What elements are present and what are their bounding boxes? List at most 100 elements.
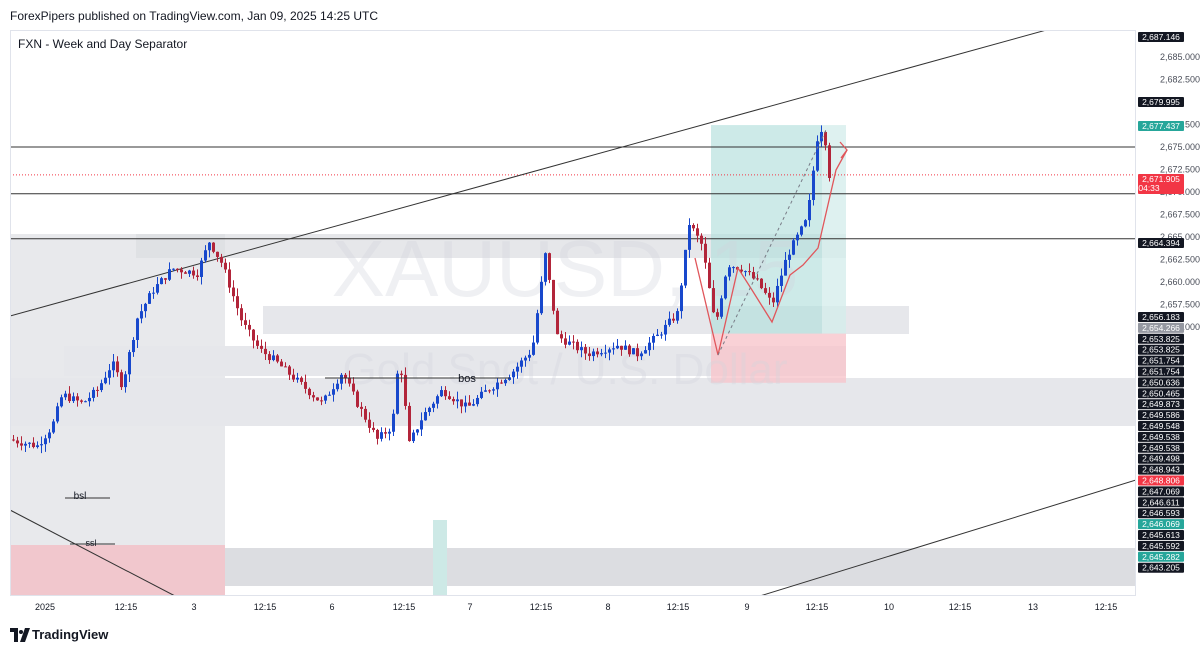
candle-body [800, 226, 803, 235]
candle-body [196, 275, 199, 277]
candle-body [88, 397, 91, 402]
candle [576, 339, 579, 354]
candle [196, 269, 199, 281]
candle [472, 399, 475, 407]
candle [544, 252, 547, 286]
candle [824, 130, 827, 151]
candle-body [116, 361, 119, 373]
candle [28, 442, 31, 448]
candle [200, 257, 203, 285]
price-label-badge: 2,645.282 [1138, 551, 1184, 562]
price-tick-label: 2,682.500 [1160, 75, 1200, 85]
candle [368, 412, 371, 433]
candle [592, 348, 595, 362]
candle [588, 347, 591, 361]
candle-body [776, 285, 779, 303]
candle-body [464, 402, 467, 407]
candle-body [76, 396, 79, 401]
candle-body [748, 271, 751, 273]
candle [436, 394, 439, 409]
time-tick-label: 9 [744, 602, 749, 612]
price-label-badge: 2,645.613 [1138, 530, 1184, 540]
candle-body [524, 357, 527, 361]
candle-body [688, 225, 691, 250]
chart-frame [10, 30, 1136, 596]
candle [692, 223, 695, 232]
trend-line [10, 509, 176, 596]
price-label-text: 2,671.905 [1142, 174, 1180, 184]
top-bar: ForexPipers published on TradingView.com… [0, 0, 1200, 30]
candle [556, 308, 559, 335]
price-label-bg [1138, 32, 1184, 42]
candle-body [752, 272, 755, 279]
candle-body [328, 394, 331, 396]
candle [24, 441, 27, 452]
candle-body [472, 404, 475, 406]
price-label-bg [1138, 366, 1184, 377]
candle [220, 253, 223, 268]
countdown-label: 04:33 [1138, 183, 1160, 193]
candle [312, 391, 315, 402]
candle [268, 351, 271, 364]
price-tick-label: 2,667.500 [1160, 210, 1200, 220]
price-label-text: 2,651.754 [1142, 367, 1180, 377]
candle [484, 384, 487, 392]
candle-body [804, 220, 807, 227]
ssl-label: ssl [86, 538, 97, 548]
candle [480, 386, 483, 400]
candle [724, 275, 727, 300]
candle [392, 409, 395, 437]
candle-body [392, 413, 395, 432]
candle-body [428, 407, 431, 413]
candle [352, 377, 355, 395]
candle [204, 245, 207, 263]
candle-body [48, 432, 51, 439]
price-label-bg [1138, 508, 1184, 519]
candle [308, 387, 311, 400]
candle-body [216, 251, 219, 257]
candle [460, 399, 463, 414]
price-label-bg [1138, 530, 1184, 540]
candle [316, 397, 319, 401]
candle [640, 351, 643, 361]
candle-body [268, 354, 271, 361]
candle-body [108, 370, 111, 378]
candle [20, 436, 23, 451]
candle-body [764, 288, 767, 293]
candle-body [496, 382, 499, 390]
candle [228, 262, 231, 293]
candle-body [760, 278, 763, 289]
candle-body [744, 271, 747, 273]
candle-body [784, 259, 787, 276]
candle [116, 356, 119, 377]
candle-body [340, 374, 343, 384]
bsl-label: bsl [74, 491, 87, 502]
candle [584, 344, 587, 360]
candle-body [572, 341, 575, 343]
candle [288, 364, 291, 381]
candle [720, 295, 723, 319]
candle [76, 393, 79, 407]
candle [16, 436, 19, 448]
candle-body [320, 400, 323, 402]
candle [440, 386, 443, 397]
candle-body [676, 311, 679, 321]
price-label-bg [1138, 562, 1184, 573]
candle-body [304, 381, 307, 389]
candle-body [280, 361, 283, 367]
candle [92, 387, 95, 402]
candle [524, 355, 527, 367]
candle [36, 441, 39, 449]
price-label-bg [1138, 475, 1184, 486]
candle-body [120, 372, 123, 388]
candle-body [664, 324, 667, 335]
price-label-text: 2,645.592 [1142, 541, 1180, 551]
candle [88, 392, 91, 407]
candle-body [144, 303, 147, 312]
candle [744, 270, 747, 277]
candle [628, 344, 631, 357]
candle-body [12, 439, 15, 441]
candle [488, 389, 491, 394]
candle-body [588, 353, 591, 357]
